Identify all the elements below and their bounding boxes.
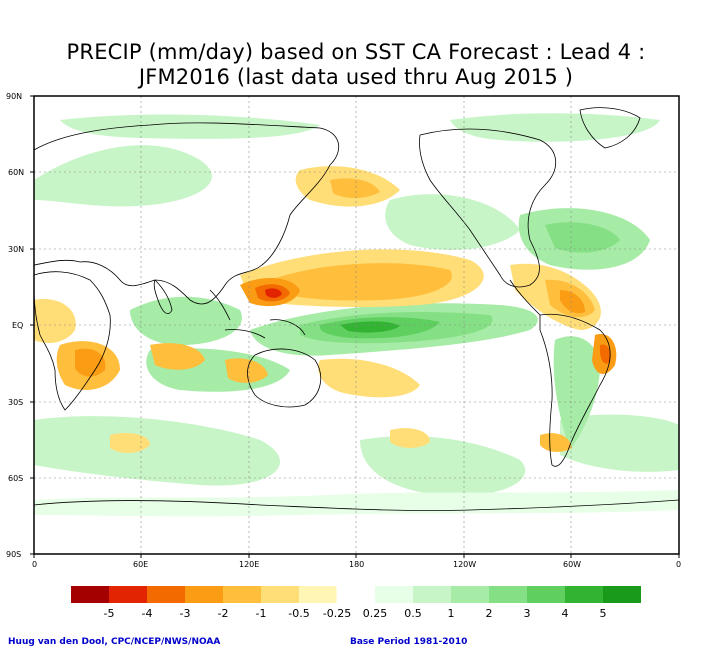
lon-label-0-left: 0 — [32, 560, 37, 569]
legend-tick-label: 2 — [486, 607, 493, 620]
legend-swatch — [261, 586, 299, 603]
map-title-line1: PRECIP (mm/day) based on SST CA Forecast… — [66, 40, 646, 64]
lon-label-180: 180 — [349, 560, 364, 569]
legend-tick-label: 4 — [562, 607, 569, 620]
anomaly-field — [34, 113, 679, 517]
legend-tick-label: 0.5 — [404, 607, 422, 620]
lat-label-60n: 60N — [8, 168, 24, 177]
legend-swatch — [489, 586, 527, 603]
legend-swatch — [223, 586, 261, 603]
legend-swatch — [185, 586, 223, 603]
lon-label-0-right: 0 — [676, 560, 681, 569]
legend-tick-label: 1 — [448, 607, 455, 620]
legend-swatch — [71, 586, 109, 603]
lat-label-30s: 30S — [8, 398, 23, 407]
graticule — [34, 96, 679, 554]
legend-tick-label: -1 — [256, 607, 267, 620]
legend-tick-label: -5 — [104, 607, 115, 620]
legend-swatch — [565, 586, 603, 603]
lat-label-90s: 90S — [6, 550, 21, 559]
legend-tick-label: -0.25 — [323, 607, 351, 620]
lat-label-eq: EQ — [12, 321, 23, 330]
legend-swatch — [375, 586, 413, 603]
axis-ticks — [30, 95, 680, 558]
legend-tick-label: -0.5 — [288, 607, 309, 620]
credit-author: Huug van den Dool, CPC/NCEP/NWS/NOAA — [8, 637, 221, 647]
lon-label-120e: 120E — [239, 560, 259, 569]
legend-tick-label: 3 — [524, 607, 531, 620]
legend-tick-label: -4 — [142, 607, 153, 620]
lon-label-120w: 120W — [453, 560, 476, 569]
legend-swatch — [527, 586, 565, 603]
lat-label-90n: 90N — [6, 92, 22, 101]
lat-label-60s: 60S — [8, 474, 23, 483]
legend-swatch — [299, 586, 337, 603]
lon-label-60w: 60W — [563, 560, 581, 569]
legend-swatch — [451, 586, 489, 603]
legend-labels: -5 -4 -3 -2 -1 -0.5 -0.25 0.25 0.5 1 2 3 4 5 — [104, 607, 607, 620]
legend-swatch — [147, 586, 185, 603]
credit-base-period: Base Period 1981-2010 — [350, 637, 468, 647]
legend-tick-label: 0.25 — [363, 607, 388, 620]
legend-tick-label: -3 — [180, 607, 191, 620]
legend-swatch — [413, 586, 451, 603]
lat-label-30n: 30N — [8, 245, 24, 254]
legend-swatch — [603, 586, 641, 603]
map-title-line2: JFM2016 (last data used thru Aug 2015 ) — [138, 65, 574, 89]
legend-tick-label: -2 — [218, 607, 229, 620]
legend-color-bar — [71, 585, 641, 604]
lon-label-60e: 60E — [133, 560, 148, 569]
legend-tick-label: 5 — [600, 607, 607, 620]
legend-swatch — [336, 585, 376, 604]
legend-swatch — [109, 586, 147, 603]
